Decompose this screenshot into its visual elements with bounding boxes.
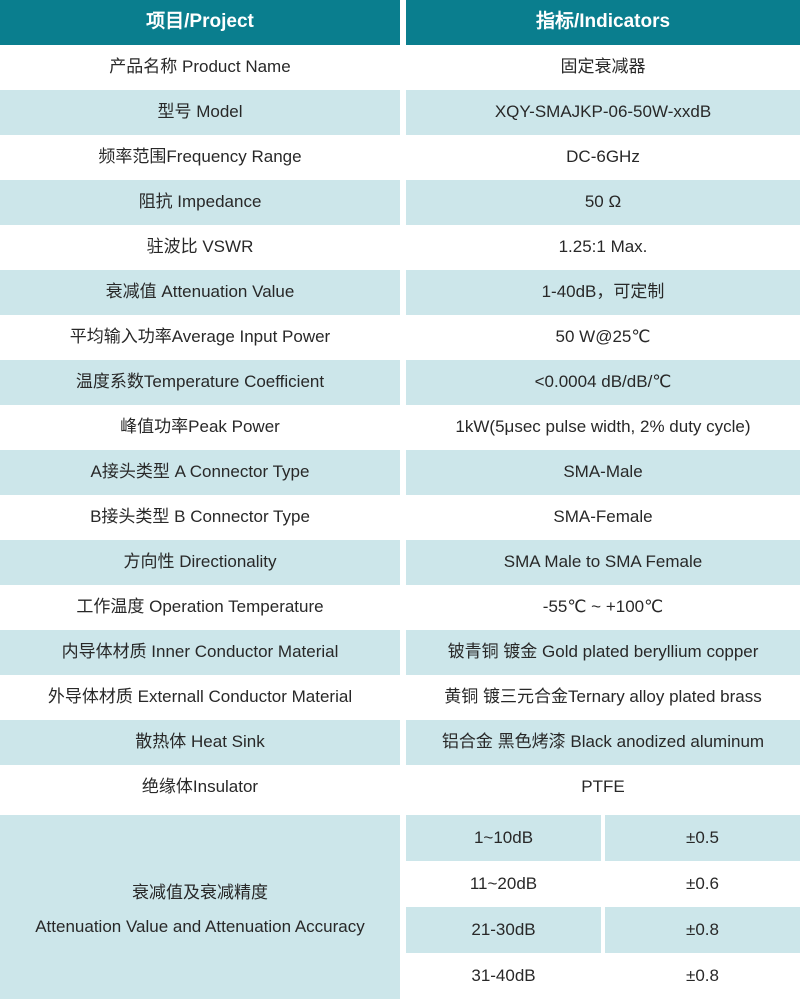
accuracy-range: 21-30dB — [406, 907, 601, 953]
row-value: 1kW(5μsec pulse width, 2% duty cycle) — [406, 405, 800, 450]
row-label: 外导体材质 Externall Conductor Material — [0, 675, 400, 720]
row-operation-temperature: 工作温度 Operation Temperature -55℃ ~ +100℃ — [0, 585, 800, 630]
row-average-input-power: 平均输入功率Average Input Power 50 W@25℃ — [0, 315, 800, 360]
row-value: DC-6GHz — [406, 135, 800, 180]
attenuation-accuracy-label: 衰减值及衰减精度 Attenuation Value and Attenuati… — [0, 815, 400, 999]
column-divider — [400, 540, 406, 585]
row-label: 温度系数Temperature Coefficient — [0, 360, 400, 405]
column-divider — [400, 315, 406, 360]
accuracy-value: ±0.8 — [605, 907, 800, 953]
row-directionality: 方向性 Directionality SMA Male to SMA Femal… — [0, 540, 800, 585]
column-divider — [400, 450, 406, 495]
attenuation-accuracy-section: 衰减值及衰减精度 Attenuation Value and Attenuati… — [0, 810, 800, 999]
row-label: 阻抗 Impedance — [0, 180, 400, 225]
row-value: XQY-SMAJKP-06-50W-xxdB — [406, 90, 800, 135]
row-insulator: 绝缘体Insulator PTFE — [0, 765, 800, 810]
column-divider — [400, 585, 406, 630]
subcolumn-divider — [601, 953, 605, 999]
row-label: 内导体材质 Inner Conductor Material — [0, 630, 400, 675]
accuracy-range: 31-40dB — [406, 953, 601, 999]
accuracy-value: ±0.8 — [605, 953, 800, 999]
row-label: B接头类型 B Connector Type — [0, 495, 400, 540]
row-temperature-coefficient: 温度系数Temperature Coefficient <0.0004 dB/d… — [0, 360, 800, 405]
row-a-connector-type: A接头类型 A Connector Type SMA-Male — [0, 450, 800, 495]
accuracy-row: 31-40dB ±0.8 — [406, 953, 800, 999]
accuracy-range: 11~20dB — [406, 861, 601, 907]
row-value: 50 W@25℃ — [406, 315, 800, 360]
row-value: 1.25:1 Max. — [406, 225, 800, 270]
row-peak-power: 峰值功率Peak Power 1kW(5μsec pulse width, 2%… — [0, 405, 800, 450]
row-label: 型号 Model — [0, 90, 400, 135]
row-label: 散热体 Heat Sink — [0, 720, 400, 765]
column-divider — [400, 495, 406, 540]
row-attenuation-value: 衰减值 Attenuation Value 1-40dB，可定制 — [0, 270, 800, 315]
row-label: A接头类型 A Connector Type — [0, 450, 400, 495]
subcolumn-divider — [601, 815, 605, 861]
row-label: 驻波比 VSWR — [0, 225, 400, 270]
row-value: 铝合金 黑色烤漆 Black anodized aluminum — [406, 720, 800, 765]
header-project: 项目/Project — [0, 0, 400, 45]
accuracy-row: 11~20dB ±0.6 — [406, 861, 800, 907]
row-b-connector-type: B接头类型 B Connector Type SMA-Female — [0, 495, 800, 540]
row-inner-conductor-material: 内导体材质 Inner Conductor Material 铍青铜 镀金 Go… — [0, 630, 800, 675]
row-label: 工作温度 Operation Temperature — [0, 585, 400, 630]
row-label: 平均输入功率Average Input Power — [0, 315, 400, 360]
accuracy-range: 1~10dB — [406, 815, 601, 861]
row-label: 频率范围Frequency Range — [0, 135, 400, 180]
row-vswr: 驻波比 VSWR 1.25:1 Max. — [0, 225, 800, 270]
row-value: 铍青铜 镀金 Gold plated beryllium copper — [406, 630, 800, 675]
column-divider — [400, 270, 406, 315]
column-divider — [400, 225, 406, 270]
row-label: 峰值功率Peak Power — [0, 405, 400, 450]
row-value: 1-40dB，可定制 — [406, 270, 800, 315]
column-divider — [400, 90, 406, 135]
row-heat-sink: 散热体 Heat Sink 铝合金 黑色烤漆 Black anodized al… — [0, 720, 800, 765]
row-frequency-range: 频率范围Frequency Range DC-6GHz — [0, 135, 800, 180]
row-label: 产品名称 Product Name — [0, 45, 400, 90]
column-divider — [400, 360, 406, 405]
row-value: SMA Male to SMA Female — [406, 540, 800, 585]
column-divider — [400, 180, 406, 225]
column-divider — [400, 405, 406, 450]
row-label: 衰减值 Attenuation Value — [0, 270, 400, 315]
column-divider — [400, 675, 406, 720]
column-divider — [400, 45, 406, 90]
accuracy-value: ±0.6 — [605, 861, 800, 907]
column-divider — [400, 765, 406, 810]
column-divider — [400, 815, 406, 999]
accuracy-row: 1~10dB ±0.5 — [406, 815, 800, 861]
column-divider — [400, 0, 406, 45]
attenuation-accuracy-label-cn: 衰减值及衰减精度 — [132, 882, 268, 902]
accuracy-row: 21-30dB ±0.8 — [406, 907, 800, 953]
row-value: <0.0004 dB/dB/℃ — [406, 360, 800, 405]
table-header: 项目/Project 指标/Indicators — [0, 0, 800, 45]
column-divider — [400, 135, 406, 180]
row-value: 固定衰减器 — [406, 45, 800, 90]
row-product-name: 产品名称 Product Name 固定衰减器 — [0, 45, 800, 90]
subcolumn-divider — [601, 861, 605, 907]
attenuation-accuracy-label-en: Attenuation Value and Attenuation Accura… — [35, 916, 365, 936]
row-model: 型号 Model XQY-SMAJKP-06-50W-xxdB — [0, 90, 800, 135]
row-external-conductor-material: 外导体材质 Externall Conductor Material 黄铜 镀三… — [0, 675, 800, 720]
attenuation-accuracy-subtable: 1~10dB ±0.5 11~20dB ±0.6 21-30dB ±0.8 31… — [406, 815, 800, 999]
row-value: PTFE — [406, 765, 800, 810]
row-value: 50 Ω — [406, 180, 800, 225]
row-label: 方向性 Directionality — [0, 540, 400, 585]
row-value: SMA-Male — [406, 450, 800, 495]
row-impedance: 阻抗 Impedance 50 Ω — [0, 180, 800, 225]
column-divider — [400, 720, 406, 765]
header-indicators: 指标/Indicators — [406, 0, 800, 45]
row-value: SMA-Female — [406, 495, 800, 540]
row-value: 黄铜 镀三元合金Ternary alloy plated brass — [406, 675, 800, 720]
column-divider — [400, 630, 406, 675]
row-label: 绝缘体Insulator — [0, 765, 400, 810]
subcolumn-divider — [601, 907, 605, 953]
row-value: -55℃ ~ +100℃ — [406, 585, 800, 630]
accuracy-value: ±0.5 — [605, 815, 800, 861]
